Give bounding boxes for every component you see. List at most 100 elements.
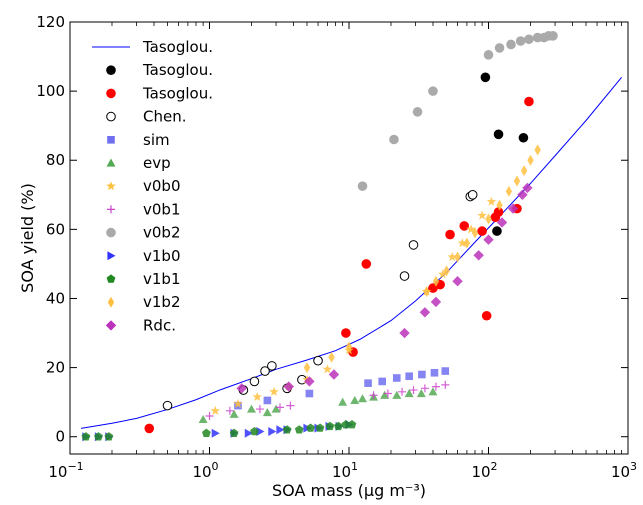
data-point (463, 237, 471, 249)
legend-marker (105, 320, 117, 331)
data-point (334, 421, 343, 431)
data-point (380, 390, 390, 399)
y-tick-label: 100 (36, 82, 65, 100)
data-point (398, 387, 407, 396)
data-point (144, 423, 155, 434)
data-point (276, 425, 285, 435)
data-point (483, 234, 494, 245)
data-point (263, 396, 272, 405)
data-point (466, 224, 476, 234)
data-point (431, 382, 440, 391)
data-point (283, 381, 294, 392)
series-7 (205, 380, 450, 420)
data-point (369, 391, 378, 400)
data-point (467, 190, 478, 200)
data-point (198, 414, 208, 424)
legend-label: Rdc. (143, 316, 176, 334)
data-point (481, 310, 492, 321)
x-tick-label: 100 (192, 460, 218, 481)
legend-item: Tasoglou. (92, 38, 213, 56)
series-8 (357, 31, 558, 191)
data-point (268, 427, 277, 437)
data-point (271, 404, 281, 413)
data-point (483, 50, 494, 60)
y-axis-label: SOA yield (%) (18, 183, 37, 293)
legend-marker (107, 205, 115, 214)
data-point (286, 401, 295, 410)
legend-item: v0b1 (107, 200, 181, 218)
x-axis-label: SOA mass (µg m⁻³) (272, 481, 426, 500)
data-point (225, 406, 234, 415)
data-point (229, 428, 239, 437)
data-point (443, 265, 450, 277)
data-point (364, 379, 372, 387)
data-point (262, 408, 272, 417)
data-point (202, 428, 211, 437)
data-point (104, 432, 114, 441)
data-point (520, 165, 528, 177)
data-point (304, 376, 315, 387)
data-point (328, 351, 335, 363)
data-point (438, 269, 448, 279)
plot-frame (69, 21, 629, 455)
data-point (389, 134, 399, 145)
data-point (260, 366, 270, 376)
series-12 (236, 182, 533, 394)
series-layer (80, 31, 623, 442)
data-point (325, 421, 335, 431)
legend-marker (106, 181, 116, 191)
data-point (275, 403, 284, 412)
x-tick-label: 102 (471, 460, 497, 481)
data-point (471, 227, 479, 239)
data-point (341, 328, 351, 338)
data-point (430, 296, 442, 308)
y-tick-label: 20 (46, 359, 65, 377)
series-1 (480, 72, 529, 236)
data-point (399, 327, 410, 339)
data-point (347, 420, 357, 429)
data-point (315, 423, 325, 432)
data-point (246, 404, 256, 413)
data-point (420, 384, 429, 393)
legend-label: v1b0 (143, 247, 181, 265)
data-point (378, 377, 387, 386)
legend-marker (107, 251, 116, 261)
data-point (459, 221, 470, 231)
data-point (522, 182, 533, 194)
legend-marker (106, 111, 116, 122)
legend-label: v0b2 (143, 224, 181, 242)
data-point (350, 395, 360, 405)
legend-marker (106, 88, 116, 99)
data-point (493, 129, 504, 140)
data-point (244, 428, 253, 438)
data-point (328, 369, 340, 380)
data-point (419, 307, 431, 318)
data-point (447, 252, 458, 262)
legend-label: Tasoglou. (142, 84, 213, 102)
data-point (383, 389, 392, 398)
data-point (294, 425, 304, 434)
data-point (493, 207, 504, 217)
data-point (517, 189, 528, 200)
legend-label: v1b1 (143, 270, 181, 288)
data-point (534, 144, 541, 156)
data-point (210, 405, 221, 415)
data-point (454, 251, 461, 263)
data-point (457, 238, 468, 248)
legend-label: v1b2 (143, 293, 181, 311)
data-point (392, 374, 401, 382)
legend-item: v0b2 (106, 224, 181, 242)
x-tick-label: 101 (332, 460, 358, 481)
data-point (94, 432, 103, 441)
data-point (81, 432, 91, 441)
data-point (405, 372, 413, 381)
data-point (416, 389, 426, 398)
y-tick-label: 60 (46, 220, 65, 238)
data-point (236, 383, 247, 394)
x-tick-label: 103 (611, 460, 637, 481)
data-point (229, 409, 239, 418)
legend-label: v0b1 (143, 200, 181, 218)
data-point (494, 43, 505, 53)
legend-item: Rdc. (105, 316, 176, 334)
